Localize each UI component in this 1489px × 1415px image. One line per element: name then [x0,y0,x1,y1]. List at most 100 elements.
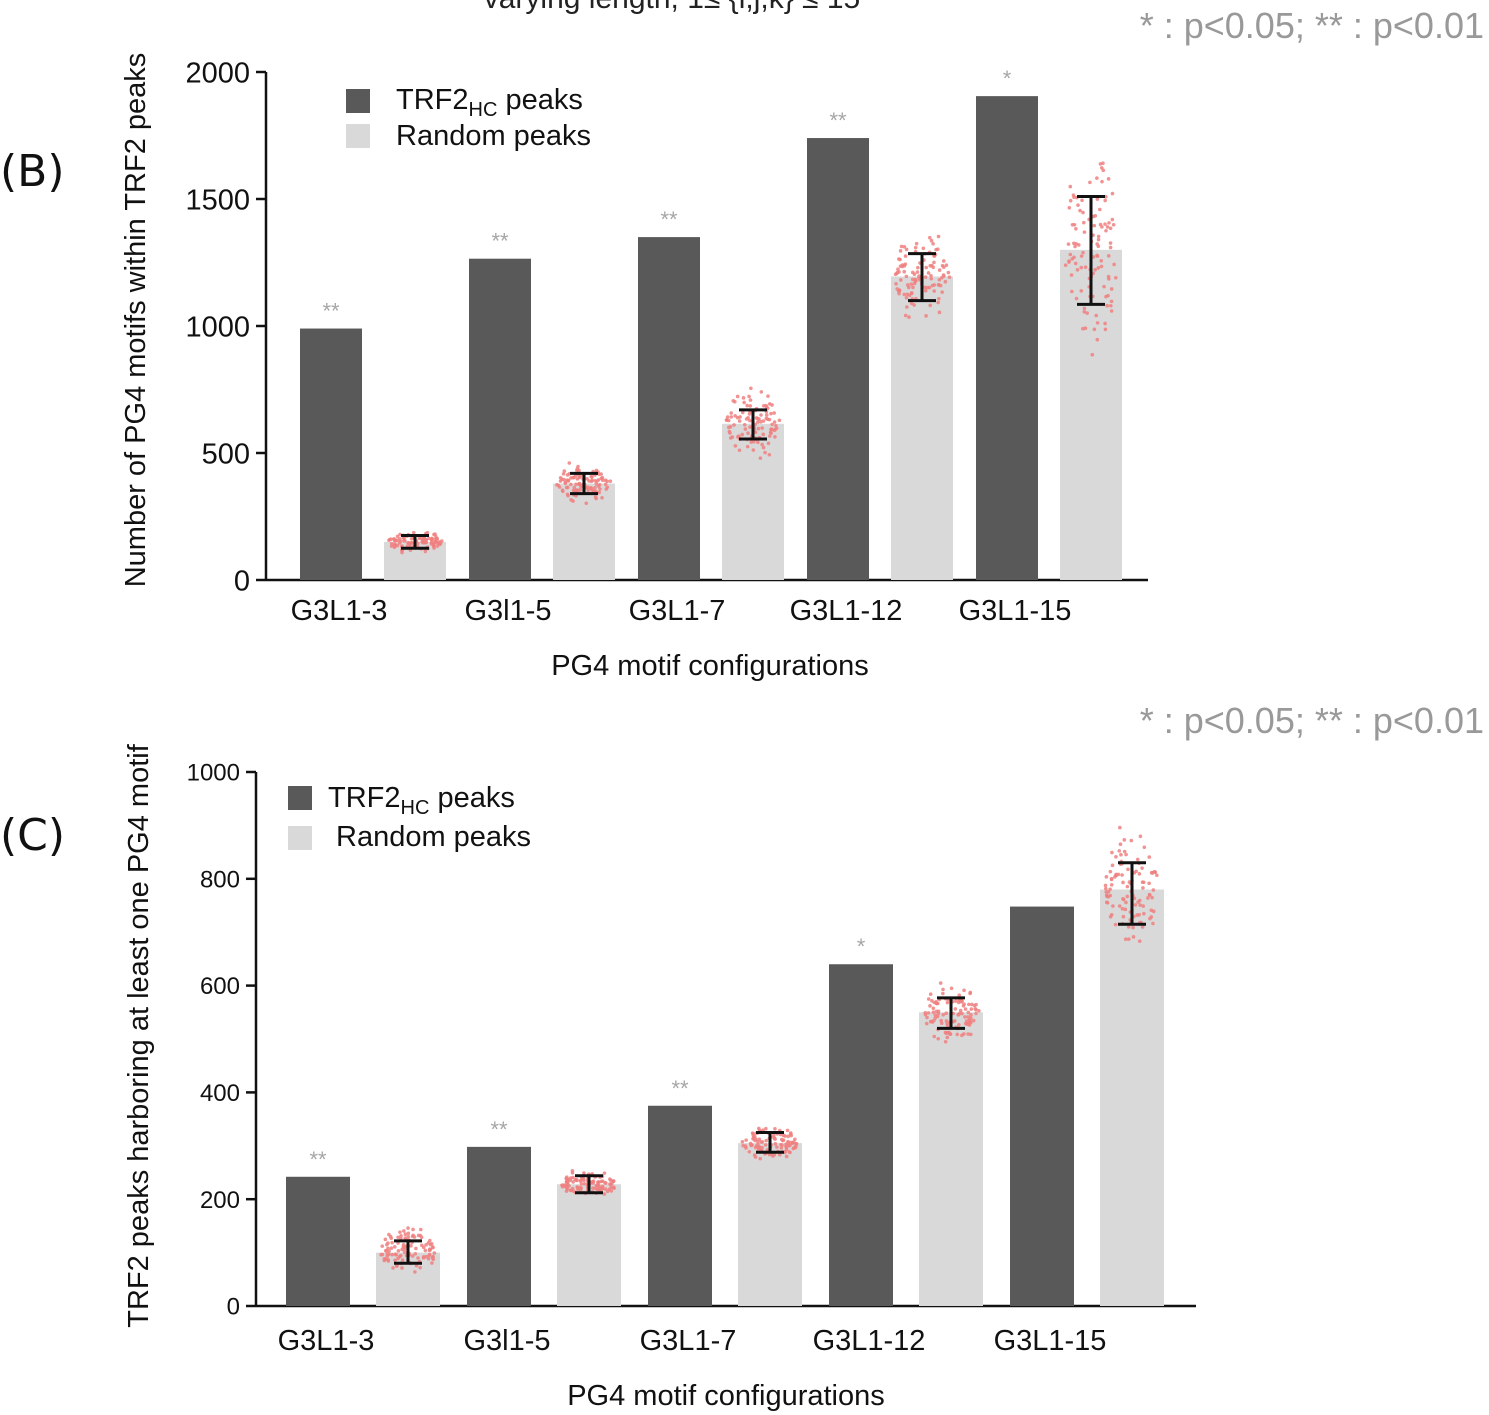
panel-b-x-tick-label: G3L1-15 [959,595,1072,627]
panel-b-replicate-point [759,413,763,417]
panel-c-replicate-point [958,1008,963,1013]
panel-c-replicate-point [948,1032,952,1036]
panel-b-replicate-point [767,417,772,422]
panel-c-replicate-point [954,999,958,1003]
panel-b-replicate-point [761,404,766,408]
panel-b-replicate-point [589,474,594,479]
panel-b-replicate-point [435,544,440,548]
panel-b-replicate-point [387,538,391,543]
panel-c-replicate-point [926,997,931,1001]
panel-c-replicate-point [1119,852,1123,857]
panel-c-replicate-point [1121,880,1125,885]
panel-b-replicate-point [905,283,910,287]
panel-c-legend-random-label: Random peaks [336,821,531,853]
panel-c-replicate-point [403,1232,408,1236]
panel-b-replicate-point [1093,267,1097,272]
panel-b-replicate-point [755,420,760,424]
panel-c-bar-trf2 [1010,906,1074,1306]
panel-b-replicate-point [928,235,932,240]
panel-b-replicate-point [1095,321,1100,325]
panel-c-replicate-point [602,1171,607,1175]
panel-c-significance-note: * : p<0.05; ** : p<0.01 [1140,700,1484,741]
panel-b-replicate-point [753,430,758,435]
panel-c-error-bars [394,861,1146,1265]
panel-c-replicate-point [1133,903,1138,907]
panel-c-replicate-point [775,1145,779,1149]
panel-b-replicate-point [769,431,773,435]
panel-b-replicate-point [764,416,769,421]
panel-c-replicate-point [413,1270,417,1274]
panel-b-replicate-point [1109,309,1114,313]
panel-c-y-ticks: 0 200 400 600 800 1000 [187,760,256,1321]
panel-c-replicate-point [1141,886,1145,890]
panel-c-replicate-point [564,1179,569,1184]
panel-c-replicate-point [582,1181,587,1186]
panel-b-replicate-point [1083,265,1088,269]
panel-b-replicate-point [944,263,949,267]
panel-c-replicate-point [596,1180,600,1185]
panel-c-replicate-point [1147,855,1152,859]
panel-b-replicate-point [1092,327,1097,332]
panel-b-replicate-point [737,448,742,453]
panel-b-replicate-point [727,429,732,434]
panel-b-replicate-point [1106,177,1111,181]
panel-c-replicate-point [740,1139,745,1144]
panel-c-replicate-point [773,1137,777,1141]
panel-b-y-tick-label: 0 [234,565,250,597]
panel-b-legend: TRF2HC peaks Random peaks [346,84,591,152]
panel-c-replicate-point [609,1185,614,1190]
panel-b-replicate-point [566,493,570,498]
panel-b-replicate-point [738,415,742,419]
panel-c-replicate-point [389,1236,394,1240]
panel-b-replicate-point [1110,191,1115,196]
panel-c-replicate-point [416,1256,420,1260]
panel-c-x-tick-label: G3L1-15 [994,1325,1107,1357]
panel-b-replicate-point [392,537,396,541]
panel-b-bar-trf2 [300,328,362,580]
panel-b-replicate-point [1108,241,1113,245]
panel-c-y-tick-label: 1000 [187,760,240,787]
panel-c-replicate-point [431,1245,435,1250]
panel-b-replicate-point [1082,230,1087,234]
panel-b-replicate-point [1096,234,1101,239]
panel-c-replicate-point [974,1011,978,1016]
panel-b-replicate-point [740,410,745,415]
panel-b-replicate-point [937,268,942,272]
panel-b-replicate-point [1111,222,1116,227]
panel-c-replicate-point [791,1140,796,1144]
panel-b-replicate-point [1080,198,1084,203]
panel-b-replicate-point [603,482,608,487]
panel-c-replicate-point [928,992,933,997]
panel-c-replicate-point [1141,880,1146,885]
panel-b-replicate-point [596,484,601,488]
panel-c-replicate-point [773,1142,778,1146]
panel-c-replicate-point [389,1246,394,1251]
panel-c-replicate-point [956,1012,961,1017]
panel-b-x-tick-labels: G3L1-3 G3l1-5 G3L1-7 G3L1-12 G3L1-15 [291,595,1072,627]
panel-b-replicate-point [1074,226,1078,231]
panel-b-replicate-point [921,246,926,251]
panel-b-replicate-point [392,545,397,550]
panel-b-replicate-point [1082,310,1087,314]
panel-b-replicate-point [909,301,914,306]
panel-b-replicate-point [604,487,609,491]
panel-c-replicate-point [1109,883,1114,887]
panel-b-replicate-point [560,488,565,492]
panel-c-replicate-point [974,1002,978,1007]
panel-b-replicate-point [747,412,752,416]
panel-b-replicate-point [766,441,771,446]
panel-b-replicate-point [923,275,928,279]
panel-b-replicate-point [943,279,948,284]
panel-b-replicate-point [389,541,394,546]
panel-c-bar-random [1100,889,1164,1306]
panel-c-replicate-point [1135,913,1139,917]
panel-c-replicate-point [957,993,962,998]
panel-b-replicate-point [911,285,915,290]
panel-c-replicate-point [593,1186,597,1190]
panel-b-replicate-point [747,418,752,423]
panel-c-replicate-point [1142,911,1146,916]
panel-c-replicate-point [1151,921,1155,926]
panel-b-replicate-point [931,242,935,246]
panel-b-replicate-point [1079,265,1084,270]
panel-b-replicate-point [748,425,752,429]
